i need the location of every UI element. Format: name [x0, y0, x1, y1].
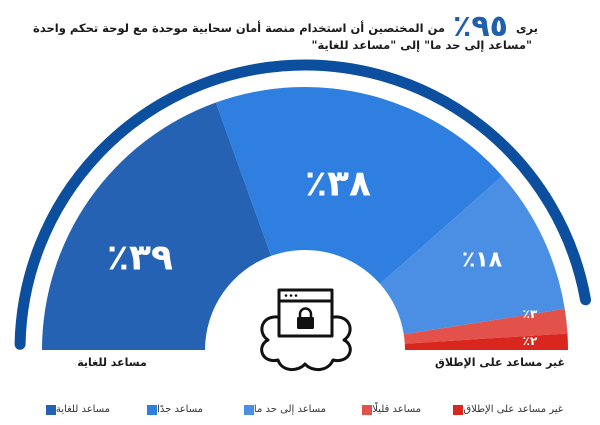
- gauge-segment: [404, 333, 568, 350]
- legend-label: غير مساعد على الإطلاق: [463, 404, 563, 415]
- segment-value-somewhat-helpful: ١٨٪: [461, 247, 503, 273]
- gauge-segment: [380, 176, 565, 335]
- outer-ring-arc: [14, 59, 592, 350]
- title-line-2: "مساعد إلى حد ما" إلى "مساعد للغاية": [311, 38, 532, 52]
- legend-item-very-helpful: مساعد للغاية: [40, 404, 110, 415]
- axis-label-left: مساعد للغاية: [77, 356, 147, 369]
- legend-item-quite-helpful: مساعد جدًا: [141, 404, 203, 415]
- legend-label: مساعد للغاية: [55, 404, 110, 415]
- legend-item-somewhat-helpful: مساعد إلى حد ما: [238, 404, 326, 415]
- title-prefix: يرى: [515, 21, 538, 35]
- gauge-segments: [42, 87, 568, 350]
- cloud-lock-browser-icon: [260, 288, 352, 371]
- segment-value-quite-helpful: ٣٨٪: [305, 163, 371, 205]
- legend-swatch-not-helpful: [453, 404, 464, 415]
- outer-ring-path: [14, 59, 592, 350]
- gauge-segment: [42, 102, 272, 350]
- segment-value-slightly-helpful: ٣٪: [522, 307, 538, 321]
- segment-value-not-helpful: ٢٪: [522, 334, 538, 348]
- gauge-segment: [403, 308, 568, 344]
- gauge-segment: [215, 87, 503, 284]
- legend-item-slightly-helpful: مساعد قليلًا: [356, 404, 421, 415]
- chart-legend: مساعد للغاية مساعد جدًا مساعد إلى حد ما …: [0, 404, 600, 420]
- legend-swatch-slightly-helpful: [362, 404, 373, 415]
- axis-label-right: غير مساعد على الإطلاق: [435, 356, 565, 369]
- title-line1-rest: من المختصين أن استخدام منصة أمان سحابية …: [33, 21, 446, 35]
- legend-swatch-very-helpful: [45, 404, 56, 415]
- legend-label: مساعد إلى حد ما: [253, 404, 326, 415]
- legend-label: مساعد قليلًا: [372, 404, 421, 415]
- legend-item-not-helpful: غير مساعد على الإطلاق: [447, 404, 563, 415]
- legend-label: مساعد جدًا: [157, 404, 203, 415]
- title-highlight-value: ٩٥٪: [453, 9, 508, 44]
- segment-value-very-helpful: ٣٩٪: [107, 237, 173, 279]
- legend-swatch-somewhat-helpful: [243, 404, 254, 415]
- chart-title: يرى ٩٥٪ من المختصين أن استخدام منصة أمان س…: [18, 12, 538, 54]
- legend-swatch-quite-helpful: [147, 404, 158, 415]
- title-line-1: يرى ٩٥٪ من المختصين أن استخدام منصة أمان س…: [18, 12, 538, 42]
